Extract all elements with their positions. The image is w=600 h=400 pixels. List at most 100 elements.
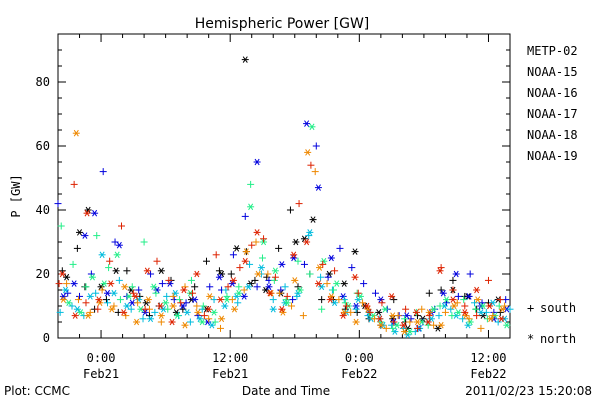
point-south-noaa-19 bbox=[484, 276, 492, 284]
point-north-noaa-15 bbox=[452, 270, 460, 278]
point-south-noaa-17 bbox=[258, 254, 266, 262]
point-north-noaa-19 bbox=[339, 312, 347, 319]
point-north-noaa-15 bbox=[59, 293, 67, 300]
point-north-noaa-19 bbox=[436, 267, 444, 275]
point-south-noaa-18 bbox=[382, 324, 390, 332]
point-north-noaa-18 bbox=[401, 328, 409, 335]
point-north-noaa-19 bbox=[449, 296, 457, 303]
point-north-noaa-16 bbox=[183, 309, 191, 316]
point-north-noaa-17 bbox=[162, 299, 170, 307]
point-south-noaa-16 bbox=[56, 308, 64, 316]
y-axis-label: P [GW] bbox=[9, 174, 23, 217]
point-south-noaa-17 bbox=[341, 299, 349, 307]
point-south-noaa-18 bbox=[63, 280, 71, 288]
legend-item-metp-02: METP-02 bbox=[527, 44, 578, 58]
point-south-noaa-16 bbox=[470, 299, 478, 307]
point-south-noaa-16 bbox=[435, 312, 443, 320]
point-north-noaa-18 bbox=[487, 315, 495, 323]
point-south-noaa-16 bbox=[186, 318, 194, 326]
point-south-noaa-15 bbox=[158, 280, 166, 288]
x-axis-label: Date and Time bbox=[242, 384, 330, 398]
point-north-noaa-16 bbox=[73, 305, 81, 313]
point-south-noaa-18 bbox=[311, 168, 319, 176]
point-south-noaa-16 bbox=[198, 305, 206, 313]
point-south-noaa-18 bbox=[252, 238, 260, 246]
legend-item-noaa-18: NOAA-18 bbox=[527, 128, 578, 142]
point-north-noaa-18 bbox=[144, 296, 152, 303]
point-south-noaa-18 bbox=[169, 292, 177, 300]
point-south-noaa-18 bbox=[110, 302, 118, 310]
point-south-metp-02 bbox=[251, 276, 259, 284]
point-north-metp-02 bbox=[112, 267, 120, 275]
point-south-noaa-19 bbox=[224, 283, 232, 291]
point-north-noaa-19 bbox=[107, 280, 115, 287]
point-north-noaa-18 bbox=[304, 149, 312, 156]
point-north-noaa-17 bbox=[320, 257, 328, 265]
point-south-noaa-19 bbox=[413, 324, 421, 332]
legend-item-noaa-15: NOAA-15 bbox=[527, 65, 578, 79]
point-south-noaa-15 bbox=[64, 289, 72, 297]
point-south-noaa-18 bbox=[240, 286, 248, 294]
point-south-metp-02 bbox=[227, 270, 235, 278]
point-north-metp-02 bbox=[292, 238, 300, 246]
point-north-noaa-16 bbox=[477, 309, 485, 316]
point-south-noaa-17 bbox=[128, 283, 136, 291]
marker-legend: + south * north bbox=[527, 301, 576, 346]
point-north-noaa-19 bbox=[303, 238, 311, 246]
point-north-noaa-15 bbox=[314, 184, 322, 191]
point-north-noaa-17 bbox=[479, 302, 487, 310]
point-south-metp-02 bbox=[353, 308, 361, 316]
point-south-noaa-18 bbox=[453, 299, 461, 307]
point-north-metp-02 bbox=[309, 216, 317, 223]
point-south-noaa-16 bbox=[459, 315, 467, 323]
point-south-noaa-18 bbox=[134, 299, 142, 307]
point-south-noaa-19 bbox=[129, 289, 137, 297]
point-north-noaa-16 bbox=[208, 321, 216, 329]
legend-item-noaa-16: NOAA-16 bbox=[527, 86, 578, 100]
point-north-metp-02 bbox=[351, 248, 359, 255]
point-north-noaa-19 bbox=[351, 273, 359, 281]
point-south-noaa-19 bbox=[200, 312, 208, 320]
point-south-noaa-15 bbox=[324, 273, 332, 281]
point-north-noaa-19 bbox=[266, 289, 274, 297]
point-south-noaa-18 bbox=[477, 324, 485, 332]
point-south-noaa-17 bbox=[436, 302, 444, 310]
point-north-noaa-15 bbox=[253, 158, 261, 166]
point-south-noaa-18 bbox=[323, 280, 331, 288]
point-north-noaa-17 bbox=[381, 305, 389, 313]
point-south-metp-02 bbox=[275, 244, 283, 252]
point-north-noaa-16 bbox=[123, 302, 131, 310]
point-north-noaa-16 bbox=[147, 315, 155, 323]
point-south-noaa-17 bbox=[294, 257, 302, 265]
point-north-noaa-19 bbox=[461, 309, 469, 316]
point-north-noaa-17 bbox=[150, 283, 158, 291]
point-south-noaa-17 bbox=[330, 286, 338, 294]
point-north-noaa-19 bbox=[497, 315, 505, 323]
point-north-noaa-17 bbox=[443, 296, 451, 303]
point-north-noaa-19 bbox=[95, 296, 103, 303]
point-south-noaa-17 bbox=[57, 222, 65, 230]
point-south-noaa-19 bbox=[248, 241, 256, 249]
point-south-noaa-17 bbox=[93, 232, 101, 240]
point-south-noaa-18 bbox=[276, 289, 284, 297]
point-north-noaa-19 bbox=[253, 229, 261, 236]
x-tick-date-label: Feb21 bbox=[83, 367, 119, 381]
point-south-noaa-16 bbox=[139, 315, 147, 323]
point-north-noaa-18 bbox=[498, 305, 506, 313]
point-north-noaa-19 bbox=[71, 312, 79, 319]
point-south-noaa-16 bbox=[246, 260, 254, 268]
point-north-noaa-19 bbox=[314, 280, 322, 287]
point-south-noaa-19 bbox=[271, 273, 279, 281]
point-south-noaa-16 bbox=[447, 305, 455, 313]
point-north-noaa-18 bbox=[474, 296, 482, 303]
legend-item-noaa-17: NOAA-17 bbox=[527, 107, 578, 121]
x-axis: 0:00 Feb21 12:00 Feb21 0:00 Feb22 12:00 Feb22 bbox=[79, 34, 511, 381]
point-north-metp-02 bbox=[434, 325, 442, 332]
point-north-noaa-15 bbox=[70, 280, 78, 287]
point-north-noaa-15 bbox=[377, 296, 385, 303]
point-north-noaa-15 bbox=[303, 120, 311, 127]
point-north-noaa-15 bbox=[439, 289, 447, 297]
point-south-noaa-16 bbox=[317, 273, 325, 281]
point-north-noaa-16 bbox=[331, 299, 339, 307]
